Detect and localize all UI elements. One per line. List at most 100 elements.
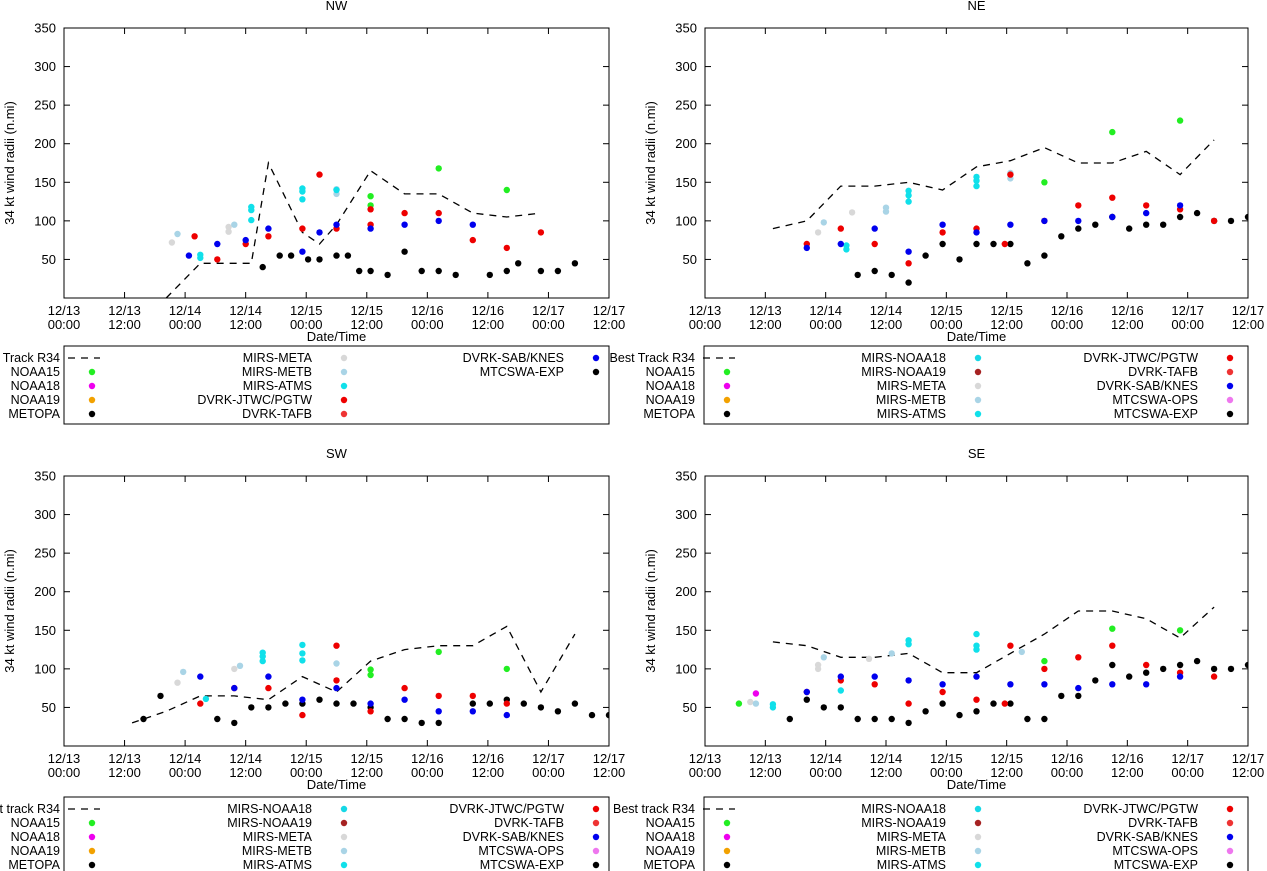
x-tick-label: 12/14 <box>229 303 262 318</box>
point-metopa <box>503 267 510 275</box>
point-metopa <box>520 700 527 707</box>
y-tick-label: 100 <box>34 661 56 676</box>
x-tick-label-time: 12:00 <box>990 317 1023 332</box>
point-metopa <box>571 700 579 707</box>
legend-label-noaa15: NOAA15 <box>11 816 60 830</box>
x-tick-label-time: 12:00 <box>593 317 626 332</box>
y-tick-label: 350 <box>34 469 56 484</box>
legend-swatch-mtcswa-exp <box>592 861 600 869</box>
legend-label-mirs-metb: MIRS-METB <box>242 844 312 858</box>
point-mirs-meta <box>814 661 822 669</box>
legend-label-mtcswa-ops: MTCSWA-OPS <box>478 844 564 858</box>
legend-swatch-mirs-atms <box>974 410 982 418</box>
point-dvrk-sab-knes <box>1041 217 1048 225</box>
point-metopa <box>140 715 147 723</box>
point-dvrk-jtwc-pgtw <box>871 681 878 688</box>
point-noaa15 <box>1176 117 1184 124</box>
legend-label-mirs-atms: MIRS-ATMS <box>243 379 312 393</box>
x-tick-label-time: 00:00 <box>809 765 842 780</box>
point-dvrk-jtwc-pgtw <box>299 225 306 232</box>
y-tick-label: 300 <box>675 507 697 522</box>
point-dvrk-sab-knes <box>316 229 323 236</box>
point-metopa <box>304 256 312 263</box>
y-tick-label: 300 <box>34 507 56 522</box>
point-metopa <box>452 271 459 279</box>
chart-panel-ne: NE 50 100 150 200 250 300 350 12/13 00:00 12/13 12:… <box>610 0 1267 436</box>
point-metopa <box>316 696 323 703</box>
point-metopa <box>1109 661 1116 669</box>
x-tick-label: 12/17 <box>1232 303 1265 318</box>
x-tick-label: 12/13 <box>48 303 81 318</box>
legend-swatch-metopa <box>723 410 731 418</box>
point-metopa <box>973 240 980 248</box>
point-metopa <box>554 267 562 275</box>
point-dvrk-jtwc-pgtw <box>1075 202 1082 209</box>
chart-title: SW <box>326 446 348 461</box>
x-tick-label: 12/13 <box>749 303 782 318</box>
point-metopa <box>1160 221 1167 228</box>
legend-label-noaa15: NOAA15 <box>11 365 60 379</box>
x-tick-label: 12/15 <box>290 303 323 318</box>
point-dvrk-jtwc-pgtw <box>1075 654 1082 661</box>
point-mirs-atms <box>973 182 980 190</box>
x-tick-label-time: 00:00 <box>689 765 722 780</box>
point-metopa <box>1024 260 1031 267</box>
x-tick-label: 12/17 <box>593 751 626 766</box>
point-dvrk-jtwc-pgtw <box>973 696 980 703</box>
point-metopa <box>1143 669 1150 676</box>
y-tick-label: 150 <box>675 175 697 190</box>
point-metopa <box>820 704 827 711</box>
point-metopa <box>157 692 164 700</box>
chart-panel-se: SE 50 100 150 200 250 300 350 12/13 00:00 12/13 12:… <box>613 436 1267 871</box>
legend-swatch-noaa19 <box>723 847 731 855</box>
point-noaa15 <box>1109 128 1116 136</box>
point-dvrk-jtwc-pgtw <box>939 688 946 696</box>
x-tick-label-time: 12:00 <box>351 765 384 780</box>
legend-label-mtcswa-ops: MTCSWA-OPS <box>1112 844 1198 858</box>
y-tick-label: 300 <box>675 59 697 74</box>
legend-label-mirs-atms: MIRS-ATMS <box>243 858 312 871</box>
x-tick-label-time: 00:00 <box>290 765 323 780</box>
point-dvrk-sab-knes <box>265 673 272 680</box>
point-dvrk-jtwc-pgtw <box>1109 194 1116 201</box>
legend-swatch-mirs-noaa19 <box>974 368 982 376</box>
point-noaa15 <box>1176 627 1184 634</box>
x-tick-label-time: 12:00 <box>1232 765 1265 780</box>
legend-box <box>703 796 1249 871</box>
point-dvrk-sab-knes <box>435 217 442 225</box>
point-dvrk-jtwc-pgtw <box>367 206 374 213</box>
point-metopa <box>1058 233 1065 240</box>
plot-frame <box>63 27 610 299</box>
point-metopa <box>1126 225 1133 232</box>
point-noaa15 <box>1109 625 1116 632</box>
point-dvrk-jtwc-pgtw <box>316 171 323 178</box>
point-metopa <box>1075 225 1082 232</box>
point-metopa <box>786 715 793 723</box>
legend-swatch-dvrk-sab-knes <box>592 354 600 362</box>
legend-swatch-dvrk-jtwc-pgtw <box>1226 805 1234 813</box>
x-tick-label: 12/13 <box>48 751 81 766</box>
point-mirs-atms <box>259 657 266 665</box>
point-noaa15 <box>435 165 442 172</box>
point-metopa <box>803 696 810 703</box>
point-metopa <box>956 711 963 719</box>
legend-label-mirs-metb: MIRS-METB <box>242 365 312 379</box>
point-metopa <box>956 256 963 263</box>
point-dvrk-sab-knes <box>265 225 272 232</box>
x-tick-label: 12/14 <box>229 751 262 766</box>
point-mirs-meta <box>231 665 238 673</box>
legend-swatch-metopa <box>88 861 96 869</box>
legend-box <box>63 345 610 425</box>
point-mirs-meta <box>225 228 232 235</box>
x-tick-label: 12/16 <box>1051 303 1084 318</box>
point-metopa <box>973 708 980 715</box>
legend-label-metopa: METOPA <box>8 858 60 871</box>
legend-label-noaa18: NOAA18 <box>11 379 60 393</box>
point-dvrk-jtwc-pgtw <box>1109 642 1116 649</box>
legend-swatch-dvrk-tafb <box>592 819 600 827</box>
point-dvrk-jtwc-pgtw <box>871 240 878 248</box>
legend-swatch-noaa19 <box>723 396 731 404</box>
plot-frame <box>63 475 610 747</box>
point-metopa <box>435 719 442 727</box>
data-layer <box>735 606 1248 727</box>
